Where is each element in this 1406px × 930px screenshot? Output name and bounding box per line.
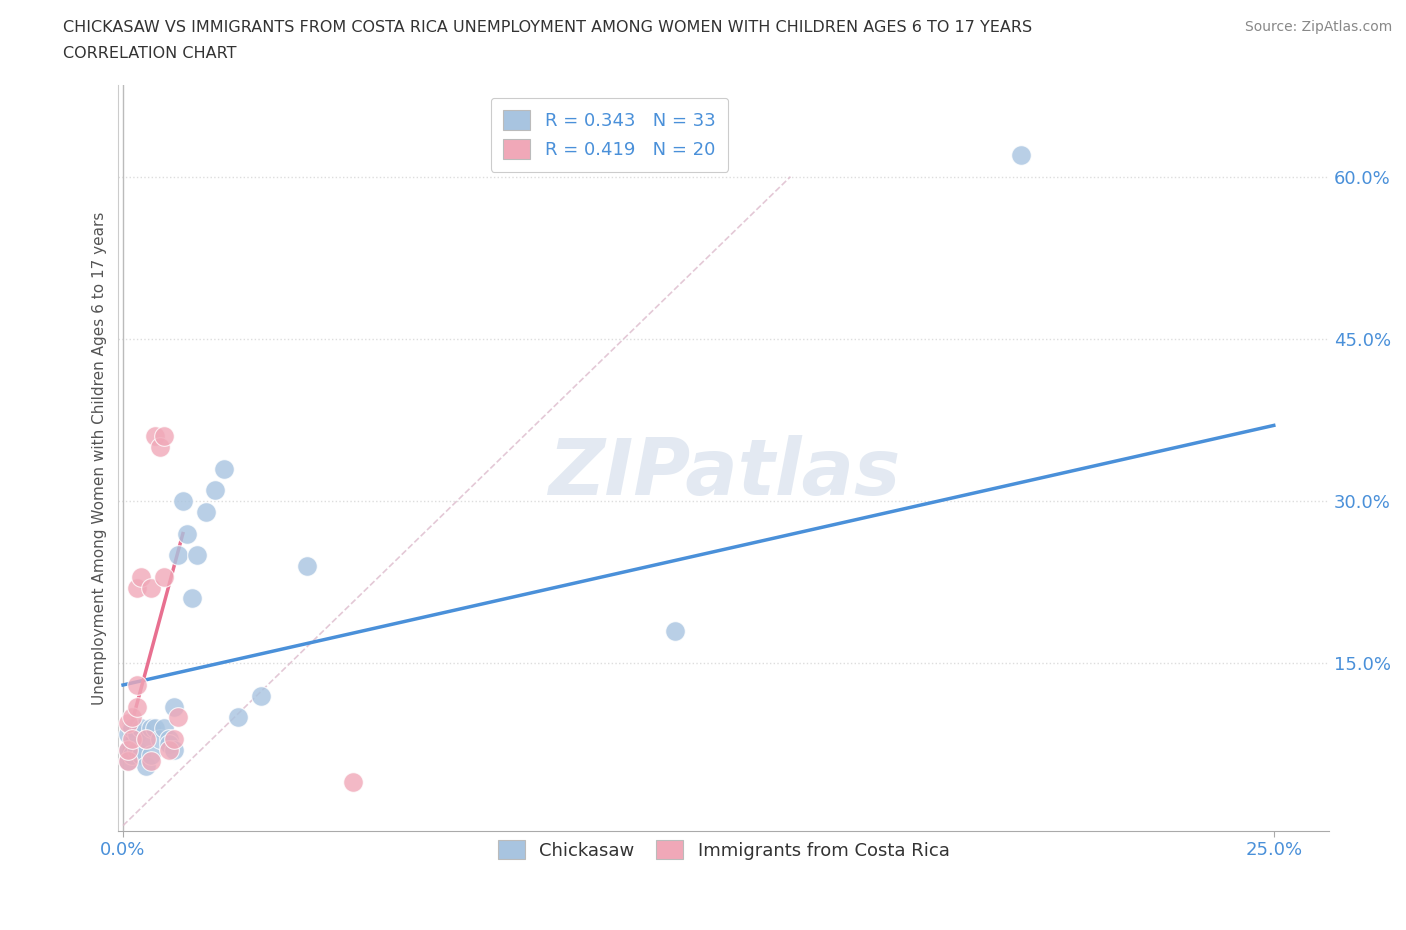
Point: [163, 742, 186, 757]
Point: [117, 715, 139, 730]
Point: [250, 688, 273, 703]
Point: [139, 748, 162, 763]
Point: [139, 721, 162, 736]
Point: [139, 753, 162, 768]
Text: ZIPatlas: ZIPatlas: [547, 435, 900, 511]
Point: [167, 548, 190, 563]
Text: Source: ZipAtlas.com: Source: ZipAtlas.com: [1244, 20, 1392, 34]
Point: [117, 742, 139, 757]
Point: [664, 623, 686, 638]
Point: [157, 732, 180, 747]
Point: [157, 737, 180, 751]
Point: [125, 742, 148, 757]
Point: [131, 721, 153, 736]
Point: [125, 678, 148, 693]
Point: [135, 732, 157, 747]
Point: [143, 429, 166, 444]
Point: [204, 483, 226, 498]
Point: [167, 710, 190, 724]
Point: [163, 699, 186, 714]
Point: [342, 775, 364, 790]
Point: [131, 748, 153, 763]
Point: [172, 494, 194, 509]
Point: [135, 732, 157, 747]
Point: [163, 732, 186, 747]
Y-axis label: Unemployment Among Women with Children Ages 6 to 17 years: Unemployment Among Women with Children A…: [93, 211, 107, 705]
Point: [153, 429, 176, 444]
Point: [121, 748, 143, 763]
Point: [143, 721, 166, 736]
Point: [117, 742, 139, 757]
Point: [186, 548, 208, 563]
Point: [139, 580, 162, 595]
Point: [295, 559, 318, 574]
Legend: Chickasaw, Immigrants from Costa Rica: Chickasaw, Immigrants from Costa Rica: [486, 829, 960, 870]
Point: [153, 569, 176, 584]
Point: [149, 732, 172, 747]
Point: [117, 753, 139, 768]
Point: [1010, 148, 1032, 163]
Point: [125, 699, 148, 714]
Text: CHICKASAW VS IMMIGRANTS FROM COSTA RICA UNEMPLOYMENT AMONG WOMEN WITH CHILDREN A: CHICKASAW VS IMMIGRANTS FROM COSTA RICA …: [63, 20, 1032, 35]
Point: [135, 759, 157, 774]
Point: [125, 726, 148, 741]
Text: CORRELATION CHART: CORRELATION CHART: [63, 46, 236, 61]
Point: [131, 569, 153, 584]
Point: [125, 580, 148, 595]
Point: [176, 526, 198, 541]
Point: [153, 721, 176, 736]
Point: [157, 742, 180, 757]
Point: [226, 710, 249, 724]
Point: [194, 504, 217, 519]
Point: [121, 721, 143, 736]
Point: [181, 591, 204, 606]
Point: [117, 726, 139, 741]
Point: [121, 732, 143, 747]
Point: [149, 440, 172, 455]
Point: [214, 461, 236, 476]
Point: [121, 710, 143, 724]
Point: [117, 753, 139, 768]
